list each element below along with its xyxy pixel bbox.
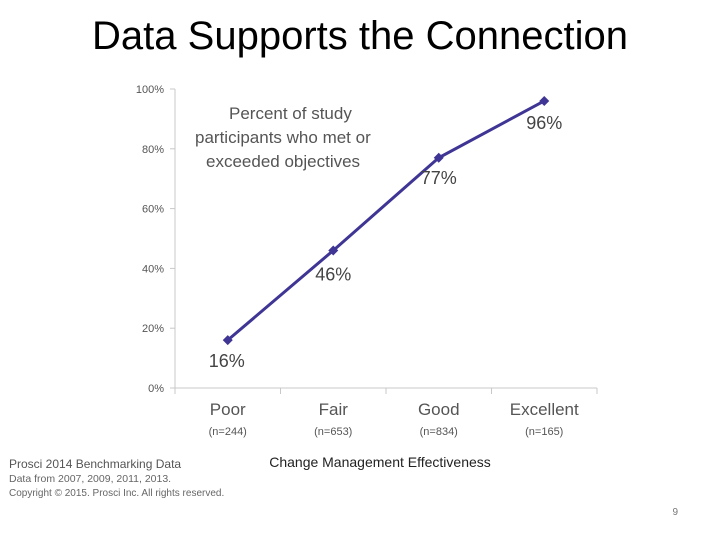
data-label: 46% <box>315 264 351 284</box>
series-polyline <box>226 99 545 342</box>
data-point-marker <box>328 245 339 256</box>
x-category-label: Excellent <box>510 400 579 419</box>
annotation-line-3: exceeded objectives <box>206 152 360 171</box>
data-labels: 16% 46% 77% 96% <box>209 113 563 371</box>
data-label: 77% <box>421 168 457 188</box>
x-category-label: Poor <box>210 400 246 419</box>
y-tick-label: 40% <box>142 263 164 275</box>
data-point-marker <box>433 152 444 163</box>
x-category-label: Good <box>418 400 460 419</box>
sample-size-label: (n=165) <box>525 426 563 438</box>
data-label: 16% <box>209 351 245 371</box>
annotation-line-2: participants who met or <box>195 128 371 147</box>
source-line-1: Prosci 2014 Benchmarking Data <box>9 457 182 471</box>
data-point-marker <box>222 335 233 346</box>
y-tick-label: 80% <box>142 144 164 156</box>
chart-axes <box>174 89 598 394</box>
y-tick-label: 100% <box>136 84 164 96</box>
x-axis-categories: Poor (n=244) Fair (n=653) Good (n=834) Excelle… <box>209 400 579 438</box>
sample-size-label: (n=244) <box>209 426 247 438</box>
page-number: 9 <box>672 507 678 518</box>
sample-size-label: (n=653) <box>314 426 352 438</box>
y-tick-label: 20% <box>142 323 164 335</box>
x-category-label: Fair <box>319 400 349 419</box>
source-line-3: Copyright © 2015. Prosci Inc. All rights… <box>9 488 225 499</box>
annotation-line-1: Percent of study <box>229 104 352 123</box>
source-line-2: Data from 2007, 2009, 2011, 2013. <box>9 473 172 485</box>
y-axis-ticks: 0% 20% 40% 60% 80% 100% <box>136 84 175 395</box>
x-axis-title: Change Management Effectiveness <box>269 454 491 470</box>
sample-size-label: (n=834) <box>420 426 458 438</box>
y-tick-label: 0% <box>148 383 164 395</box>
slide-title: Data Supports the Connection <box>92 14 628 58</box>
data-point-marker <box>539 95 550 106</box>
y-tick-label: 60% <box>142 204 164 216</box>
series-line <box>222 95 550 346</box>
data-label: 96% <box>526 113 562 133</box>
